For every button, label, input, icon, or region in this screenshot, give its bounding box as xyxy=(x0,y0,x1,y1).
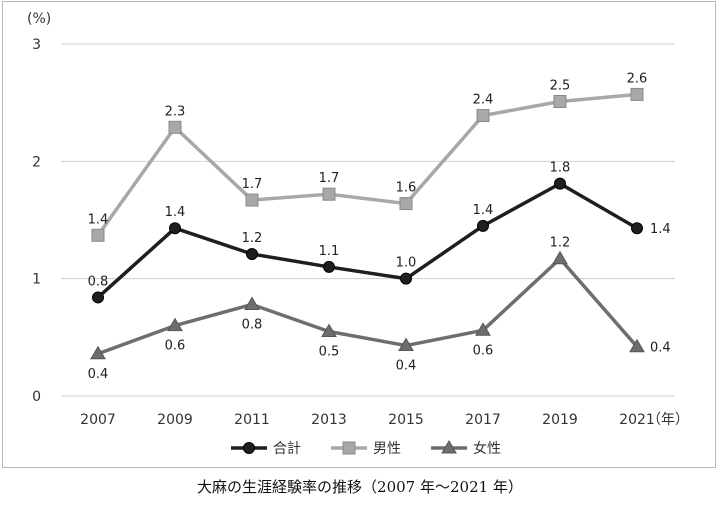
data-point-triangle xyxy=(90,345,106,360)
legend-label: 合計 xyxy=(273,441,301,457)
data-label: 2.6 xyxy=(627,71,648,86)
x-tick-label: 2017 xyxy=(465,412,501,428)
y-tick-label: 0 xyxy=(32,389,41,405)
data-point-square xyxy=(553,94,567,108)
data-label: 1.6 xyxy=(396,181,417,196)
x-tick-label: 2013 xyxy=(311,412,347,428)
data-point-triangle xyxy=(629,338,645,353)
data-label: 1.4 xyxy=(650,222,671,237)
data-label: 0.4 xyxy=(396,359,417,374)
data-point-triangle xyxy=(398,337,414,352)
data-label: 1.4 xyxy=(473,203,494,218)
data-label: 1.2 xyxy=(550,236,571,251)
data-point-circle xyxy=(323,260,335,273)
series-line-合計 xyxy=(96,181,638,299)
data-label: 2.4 xyxy=(473,93,494,108)
data-label: 1.1 xyxy=(319,244,340,259)
data-label: 1.7 xyxy=(242,177,263,192)
y-axis-unit: (%) xyxy=(27,11,51,27)
data-point-square xyxy=(91,228,105,242)
x-tick-label: 2007 xyxy=(80,412,116,428)
legend-marker-circle xyxy=(243,442,255,454)
data-label: 1.4 xyxy=(165,205,186,220)
data-point-circle xyxy=(631,222,643,235)
data-point-square xyxy=(476,109,490,123)
x-axis-unit: （年） xyxy=(647,412,689,428)
data-point-circle xyxy=(554,177,566,190)
x-tick-label: 2009 xyxy=(157,412,193,428)
data-point-triangle xyxy=(321,323,337,337)
data-label: 0.4 xyxy=(88,367,109,382)
data-label: 0.4 xyxy=(650,341,671,356)
data-point-square xyxy=(168,120,182,134)
data-label: 0.6 xyxy=(165,339,186,354)
data-point-square xyxy=(399,197,413,211)
data-point-triangle xyxy=(475,322,491,336)
x-tick-label: 2015 xyxy=(388,412,424,428)
data-label: 0.8 xyxy=(242,317,263,332)
x-tick-label: 2011 xyxy=(234,412,270,428)
data-point-square xyxy=(245,193,259,207)
y-tick-label: 3 xyxy=(32,37,41,53)
chart-frame: 0 1 2 3 (%) 2007 2009 2011 2013 2015 2017 2019 2021 （… xyxy=(2,1,716,468)
data-label: 2.3 xyxy=(165,104,186,119)
data-label: 1.8 xyxy=(550,161,571,176)
legend-label: 女性 xyxy=(473,440,501,457)
data-point-triangle xyxy=(244,296,260,310)
y-tick-label: 2 xyxy=(32,154,41,170)
legend-marker-triangle xyxy=(441,440,457,454)
data-label: 1.4 xyxy=(88,212,109,227)
data-label: 0.8 xyxy=(88,274,109,289)
x-tick-label: 2021 xyxy=(619,412,655,428)
data-label: 1.2 xyxy=(242,231,263,246)
data-label: 1.0 xyxy=(396,256,417,271)
data-point-square xyxy=(322,187,336,201)
data-label: 1.7 xyxy=(319,171,340,186)
legend-label: 男性 xyxy=(373,441,401,457)
series-line-男性 xyxy=(96,92,638,237)
data-point-circle xyxy=(92,291,104,304)
series-line-女性 xyxy=(97,256,639,356)
data-point-square xyxy=(630,87,644,101)
data-point-circle xyxy=(477,219,489,232)
data-point-circle xyxy=(246,248,258,261)
data-label: 0.5 xyxy=(319,344,340,359)
legend-marker-square xyxy=(342,441,356,455)
data-point-circle xyxy=(400,272,412,285)
data-label: 0.6 xyxy=(473,343,494,358)
data-point-triangle xyxy=(167,317,183,332)
x-tick-label: 2019 xyxy=(542,412,578,428)
chart-caption: 大麻の生涯経験率の推移（2007 年〜2021 年） xyxy=(197,478,523,496)
data-point-circle xyxy=(169,222,181,235)
line-chart: 0 1 2 3 (%) 2007 2009 2011 2013 2015 2017 2019 2021（… xyxy=(27,11,689,457)
data-label: 2.5 xyxy=(550,78,571,93)
data-point-triangle xyxy=(552,250,568,265)
y-tick-label: 1 xyxy=(32,272,41,288)
